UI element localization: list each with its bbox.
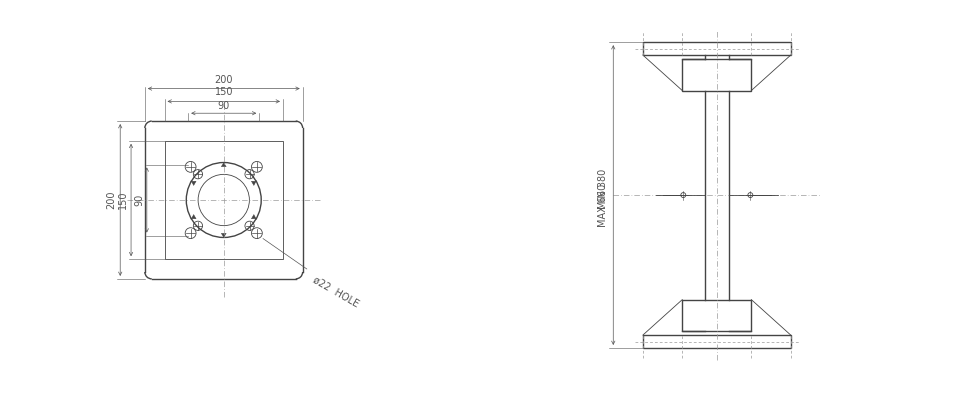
Text: 150: 150 (215, 88, 233, 98)
Polygon shape (191, 181, 196, 186)
Text: MIN 380: MIN 380 (599, 169, 609, 209)
Text: 90: 90 (218, 101, 230, 111)
Polygon shape (191, 214, 196, 219)
Text: 200: 200 (107, 191, 117, 209)
Polygon shape (221, 233, 226, 237)
Text: MAX 660: MAX 660 (599, 183, 609, 226)
Bar (165, 141, 283, 259)
Polygon shape (252, 214, 256, 219)
Text: 200: 200 (215, 75, 233, 85)
Text: 90: 90 (134, 194, 144, 206)
Bar (682, 300, 752, 331)
Bar (643, 335, 791, 348)
Text: 150: 150 (119, 191, 128, 209)
Polygon shape (221, 163, 226, 167)
Bar (643, 42, 791, 55)
Bar (682, 59, 752, 90)
Polygon shape (252, 181, 256, 186)
Text: ø22  HOLE: ø22 HOLE (311, 274, 361, 309)
